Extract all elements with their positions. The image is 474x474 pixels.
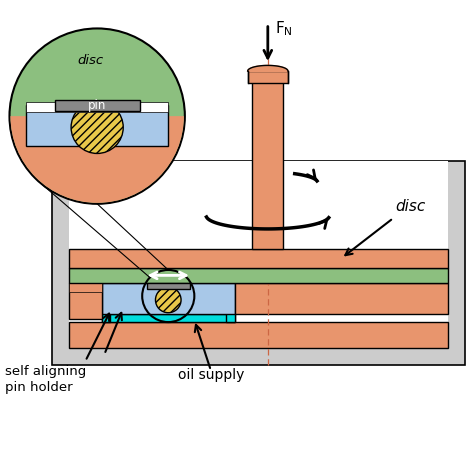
Circle shape xyxy=(9,28,185,204)
Bar xyxy=(52,161,465,365)
Bar xyxy=(26,102,168,112)
Text: $\mathregular{F}_\mathregular{N}$: $\mathregular{F}_\mathregular{N}$ xyxy=(275,19,293,38)
Bar xyxy=(102,283,235,314)
Text: disc: disc xyxy=(396,199,426,214)
Bar xyxy=(69,161,448,348)
Wedge shape xyxy=(10,116,184,203)
Bar xyxy=(252,71,283,249)
Bar xyxy=(102,314,235,322)
Polygon shape xyxy=(248,65,288,71)
Bar xyxy=(235,283,448,314)
Bar xyxy=(55,100,140,111)
Bar xyxy=(147,283,190,289)
Bar xyxy=(248,71,288,83)
Circle shape xyxy=(155,287,181,313)
Text: self aligning
pin holder: self aligning pin holder xyxy=(5,365,86,394)
Bar xyxy=(102,292,110,322)
Bar xyxy=(69,322,448,348)
Text: oil supply: oil supply xyxy=(178,368,244,382)
Bar xyxy=(69,283,102,319)
Text: disc: disc xyxy=(77,54,103,67)
Bar xyxy=(52,161,465,365)
Bar xyxy=(69,268,448,283)
Bar xyxy=(69,278,102,292)
Bar xyxy=(69,249,448,268)
Circle shape xyxy=(71,101,123,154)
Bar xyxy=(226,292,235,322)
Bar xyxy=(26,105,168,146)
Text: pin: pin xyxy=(88,99,106,112)
